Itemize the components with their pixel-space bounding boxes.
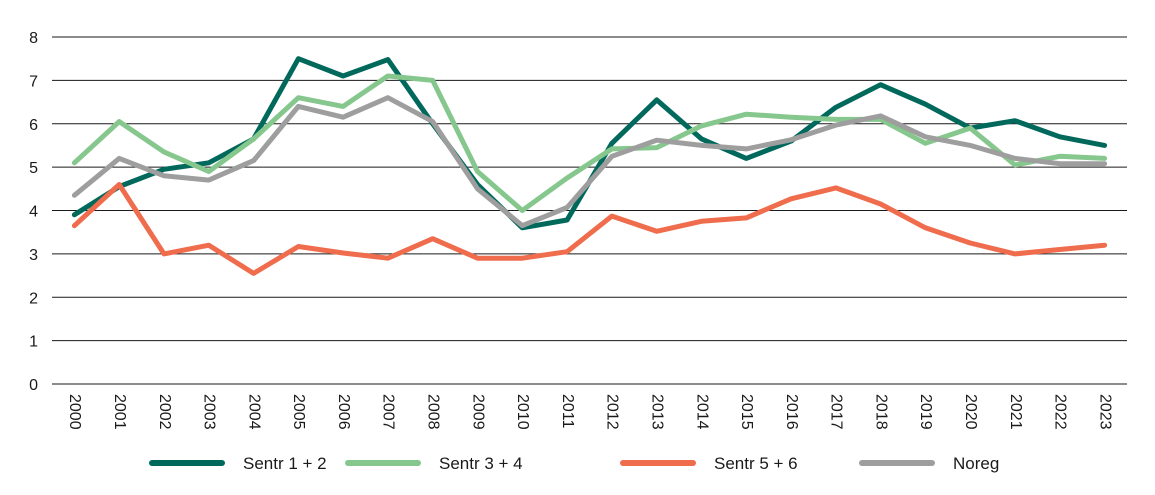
y-tick-label: 0 bbox=[29, 377, 38, 394]
x-tick-label: 2013 bbox=[648, 394, 665, 430]
x-tick-label: 2016 bbox=[783, 394, 800, 430]
legend-label-4: Noreg bbox=[953, 454, 999, 473]
x-tick-label: 2001 bbox=[111, 394, 128, 430]
x-tick-label: 2020 bbox=[962, 394, 979, 430]
x-tick-label: 2014 bbox=[693, 394, 710, 430]
y-tick-label: 5 bbox=[29, 160, 38, 177]
legend-label-3: Sentr 5 + 6 bbox=[714, 454, 798, 473]
x-tick-label: 2008 bbox=[424, 394, 441, 430]
x-tick-label: 2010 bbox=[514, 394, 531, 430]
x-tick-label: 2002 bbox=[156, 394, 173, 430]
legend-label-2: Sentr 3 + 4 bbox=[439, 454, 523, 473]
x-tick-label: 2006 bbox=[335, 394, 352, 430]
x-tick-label: 2019 bbox=[917, 394, 934, 430]
x-tick-label: 2018 bbox=[872, 394, 889, 430]
y-tick-label: 3 bbox=[29, 247, 38, 264]
x-tick-label: 2003 bbox=[201, 394, 218, 430]
legend-label-1: Sentr 1 + 2 bbox=[243, 454, 327, 473]
x-tick-label: 2004 bbox=[245, 394, 262, 430]
series-line-3 bbox=[71, 182, 1108, 276]
y-tick-label: 2 bbox=[29, 290, 38, 307]
y-tick-label: 1 bbox=[29, 334, 38, 351]
x-tick-label: 2005 bbox=[290, 394, 307, 430]
x-tick-label: 2015 bbox=[738, 394, 755, 430]
y-tick-label: 7 bbox=[29, 73, 38, 90]
x-tick-label: 2011 bbox=[559, 394, 576, 429]
series-line-4 bbox=[71, 95, 1108, 229]
y-tick-label: 4 bbox=[29, 204, 38, 221]
x-tick-label: 2022 bbox=[1052, 394, 1069, 430]
x-tick-label: 2000 bbox=[66, 394, 83, 430]
x-tick-label: 2012 bbox=[604, 394, 621, 430]
x-axis-tick-labels: 2000 2001 2002 2003 2004 2005 2006 2007 2008 2009… bbox=[66, 394, 1113, 430]
x-tick-label: 2023 bbox=[1096, 394, 1113, 430]
grid-lines bbox=[52, 36, 1127, 385]
y-tick-label: 6 bbox=[29, 117, 38, 134]
y-axis-tick-labels: 0 1 2 3 4 5 6 7 8 bbox=[29, 30, 38, 394]
series-lines bbox=[71, 56, 1108, 276]
x-tick-label: 2017 bbox=[828, 394, 845, 430]
x-tick-label: 2021 bbox=[1007, 394, 1024, 430]
y-tick-label: 8 bbox=[29, 30, 38, 47]
legend: Sentr 1 + 2 Sentr 3 + 4 Sentr 5 + 6 Noreg bbox=[149, 454, 999, 473]
x-tick-label: 2009 bbox=[469, 394, 486, 430]
x-tick-label: 2007 bbox=[380, 394, 397, 430]
